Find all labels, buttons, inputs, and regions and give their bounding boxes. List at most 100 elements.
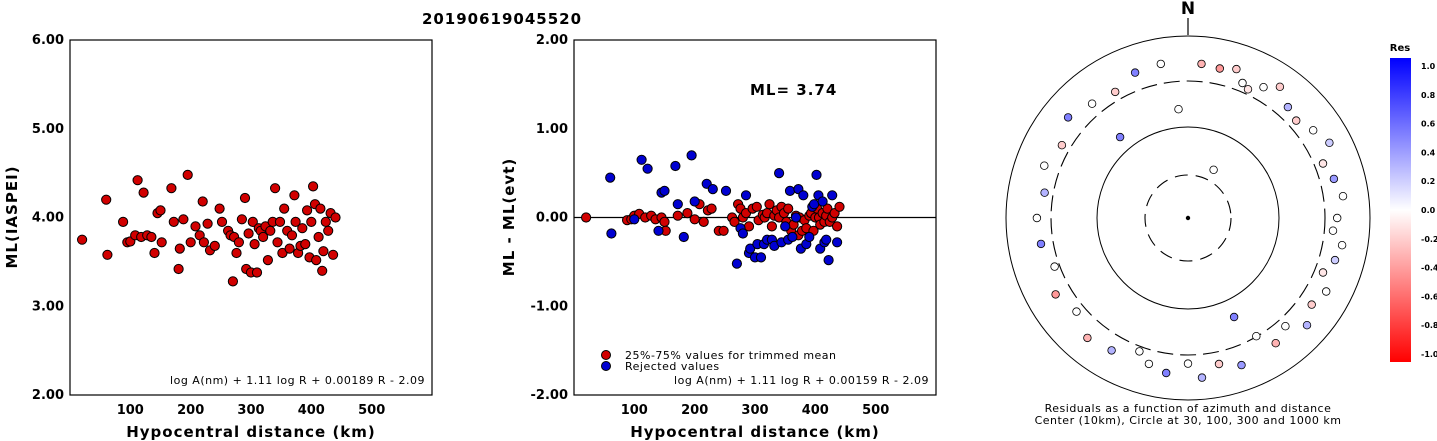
data-point [311,255,322,266]
data-point [745,243,756,254]
formula: log A(nm) + 1.11 log R + 0.00189 R - 2.0… [170,374,425,387]
y-tick-label: 2.00 [536,33,568,48]
data-point [766,221,778,232]
x-tick-label: 500 [862,403,889,418]
data-point [290,216,301,227]
data-point [308,181,319,192]
data-point [182,169,193,180]
data-point [740,190,752,201]
colorbar-tick-label: 0.2 [1421,177,1435,186]
data-point [209,240,220,251]
residual-point [1338,191,1348,201]
x-tick-labels: 100 200 300 400 500 [621,403,890,418]
center-point [1185,215,1191,221]
data-point [247,216,258,227]
data-point [787,231,798,243]
data-point [706,203,717,214]
data-point [101,194,112,205]
data-point [227,276,238,287]
data-point [236,214,247,225]
ml-iaspei-chart: 100 200 300 400 500 2.00 3.00 4.00 5.00 … [3,33,433,441]
data-points [77,169,341,287]
colorbar-tick-label: 0.4 [1421,148,1436,157]
data-point [265,225,276,236]
data-point [202,218,213,229]
data-point [764,199,775,210]
data-point [784,185,796,196]
residual-point [1087,99,1097,108]
residual-point [1275,82,1285,91]
residual-point [1243,85,1253,94]
data-point [823,255,834,266]
data-point [233,237,244,248]
data-point [138,187,149,198]
y-axis-label: ML - ML(evt) [500,158,518,276]
data-point [149,247,160,259]
y-tick-labels: 2.00 3.00 4.00 5.00 6.00 [32,33,64,403]
colorbar-tick-label: 0.6 [1421,120,1436,129]
data-point [118,216,129,227]
data-point [605,172,616,183]
data-point [642,163,653,174]
colorbar-title: Res [1390,43,1410,54]
data-point [689,196,700,207]
data-point [672,210,683,221]
residual-point [1291,116,1301,125]
residual-point [1307,300,1316,309]
y-tick-label: 5.00 [32,122,64,137]
legend-marker-trimmed [601,350,611,360]
x-tick-label: 100 [621,403,648,418]
residual-point [1318,268,1328,277]
data-point [737,228,749,239]
x-tick-label: 400 [298,403,325,418]
y-tick-label: 1.00 [536,122,568,137]
data-point [698,216,709,227]
data-point [659,216,670,227]
data-point [323,225,334,236]
colorbar-tick-label: 1.0 [1421,62,1436,71]
data-point [328,249,339,260]
circle-100km [1096,126,1280,310]
data-point [262,255,273,266]
residual-point [1050,262,1059,271]
data-point [185,237,196,248]
data-point [783,203,794,214]
residual-point [1110,87,1120,97]
data-point [834,201,845,212]
data-point [330,212,341,223]
residual-point [1197,373,1207,382]
residual-point [1281,322,1290,331]
residual-point [1144,359,1154,369]
residual-point [1115,132,1125,142]
residual-point [1135,347,1144,356]
data-point [302,205,313,216]
y-tick-label: 0.00 [536,211,568,226]
data-point [174,243,185,254]
legend-marker-rejected [601,361,611,371]
data-point [798,190,809,201]
data-point [272,237,283,248]
figure-title: 20190619045520 [422,10,582,28]
data-point [581,212,592,223]
data-point [659,185,670,196]
colorbar-tick-label: 0.0 [1421,206,1436,215]
data-point [243,228,254,239]
data-point [239,192,251,204]
data-point [197,196,208,207]
data-point [780,221,791,232]
data-point [132,175,143,186]
residual-point [1063,113,1073,122]
data-point [720,185,732,196]
ml-residual-chart: 100 200 300 400 500 -2.00 -1.00 0.00 1.0… [500,33,937,441]
residual-point [1183,359,1193,368]
legend-label-trimmed: 25%-75% values for trimmed mean [625,349,837,362]
data-point [755,252,767,263]
data-point [102,249,113,260]
residual-point [1232,64,1241,74]
data-point [258,231,269,243]
data-point [251,267,263,278]
y-tick-labels: -2.00 -1.00 0.00 1.00 2.00 [531,33,568,403]
data-point [277,247,288,259]
x-tick-label: 100 [117,403,144,418]
data-point [751,201,762,212]
